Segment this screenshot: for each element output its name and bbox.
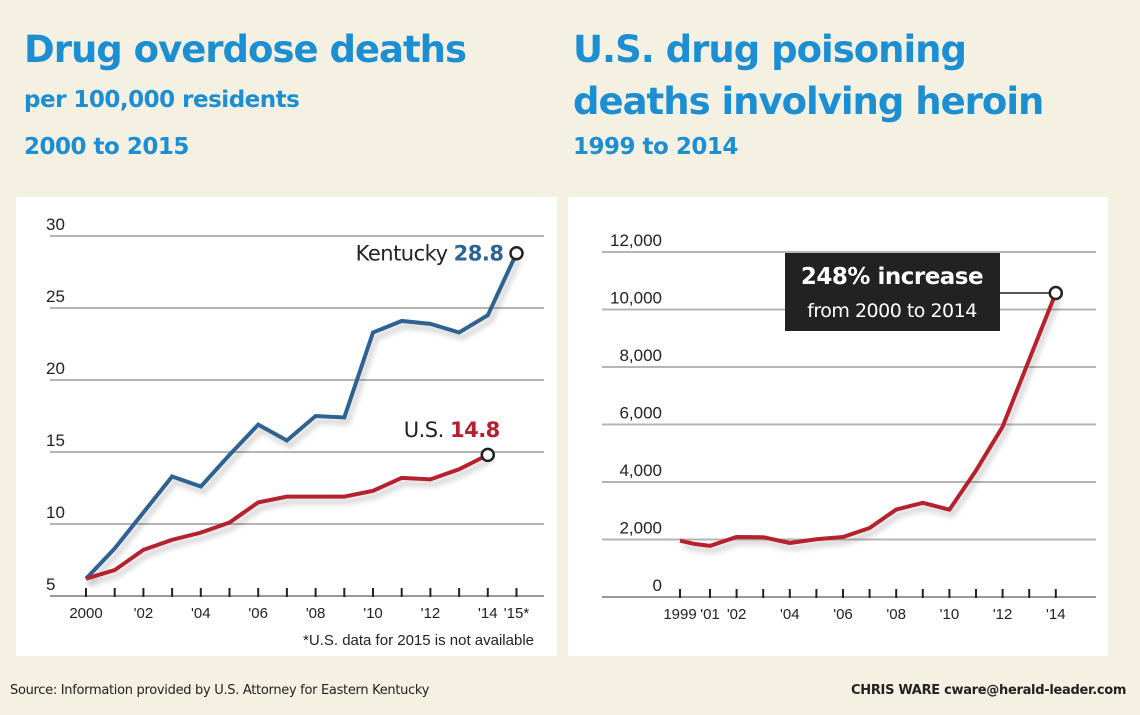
x-tick-label: '01 bbox=[700, 606, 720, 623]
callout-subtext: from 2000 to 2014 bbox=[807, 300, 977, 322]
y-tick-label: 15 bbox=[46, 431, 65, 450]
y-tick-label: 25 bbox=[46, 287, 65, 306]
x-tick-label: '10 bbox=[940, 606, 960, 623]
heroin-deaths-line bbox=[679, 292, 1058, 548]
x-tick-label: '10 bbox=[363, 605, 383, 622]
kentucky-label-value: 28.8 bbox=[454, 241, 504, 265]
left-chart-panel: 5 10 15 20 25 30 2000 '02 '04 '06 '08 '10 '12 '14 '15*… bbox=[16, 197, 557, 656]
x-tick-label: '02 bbox=[727, 606, 747, 623]
left-chart-subtitle: per 100,000 residents bbox=[24, 87, 300, 113]
y-tick-label: 4,000 bbox=[619, 461, 662, 480]
kentucky-label-name: Kentucky bbox=[356, 241, 454, 265]
left-chart-title: Drug overdose deaths bbox=[24, 28, 467, 71]
x-tick-label: '08 bbox=[886, 606, 906, 623]
x-tick-label: '14 bbox=[1046, 606, 1066, 623]
us-label-name: U.S. bbox=[404, 418, 450, 442]
heroin-line-chart: 0 2,000 4,000 6,000 8,000 10,000 12,000 1999'01… bbox=[602, 231, 1096, 623]
x-tick-label: '06 bbox=[833, 606, 853, 623]
y-tick-label: 6,000 bbox=[619, 404, 662, 423]
x-tick-label: '06 bbox=[248, 605, 268, 622]
us-endpoint bbox=[480, 447, 496, 463]
y-tick-label: 5 bbox=[46, 575, 55, 594]
x-tick-label: 2000 bbox=[69, 605, 102, 622]
y-tick-label: 0 bbox=[653, 576, 662, 595]
us-line bbox=[85, 453, 489, 581]
kentucky-line bbox=[84, 252, 519, 581]
right-chart-title-line1: U.S. drug poisoning bbox=[573, 28, 967, 71]
y-tick-label: 30 bbox=[46, 215, 65, 234]
x-tick-label: '04 bbox=[780, 606, 800, 623]
x-tick-label: '02 bbox=[134, 605, 154, 622]
right-chart-range: 1999 to 2014 bbox=[573, 134, 738, 160]
y-tick-label: 8,000 bbox=[619, 346, 662, 365]
y-tick-label: 10,000 bbox=[610, 289, 662, 308]
y-tick-label: 2,000 bbox=[619, 519, 662, 538]
kentucky-endpoint bbox=[509, 246, 524, 261]
footnote: *U.S. data for 2015 is not available bbox=[303, 632, 534, 649]
right-chart-title-line2: deaths involving heroin bbox=[573, 80, 1044, 123]
y-tick-label: 12,000 bbox=[610, 231, 662, 250]
right-chart-panel: 0 2,000 4,000 6,000 8,000 10,000 12,000 1999'01… bbox=[568, 197, 1108, 656]
callout-box bbox=[785, 253, 1000, 331]
x-tick-label: '04 bbox=[191, 605, 211, 622]
source-note: Source: Information provided by U.S. Att… bbox=[10, 683, 430, 698]
x-tick-label: '14 bbox=[478, 605, 498, 622]
us-label: U.S. 14.8 bbox=[404, 418, 500, 442]
left-chart-range: 2000 to 2015 bbox=[24, 134, 189, 160]
y-tick-label: 20 bbox=[46, 359, 65, 378]
kentucky-label: Kentucky 28.8 bbox=[356, 241, 504, 265]
us-label-value: 14.8 bbox=[450, 418, 500, 442]
x-tick-label: 1999 bbox=[663, 606, 696, 623]
x-tick-label: '12 bbox=[421, 605, 441, 622]
callout-headline: 248% increase bbox=[801, 264, 983, 290]
y-tick-label: 10 bbox=[46, 503, 65, 522]
heroin-endpoint bbox=[1048, 285, 1064, 301]
x-tick-label: '08 bbox=[306, 605, 326, 622]
overdose-line-chart: 5 10 15 20 25 30 2000 '02 '04 '06 '08 '10 '12 '14 '15*… bbox=[46, 215, 544, 649]
x-tick-label: '12 bbox=[993, 606, 1013, 623]
credit-line: CHRIS WARE cware@herald-leader.com bbox=[851, 683, 1127, 698]
x-tick-label: '15* bbox=[504, 605, 530, 622]
